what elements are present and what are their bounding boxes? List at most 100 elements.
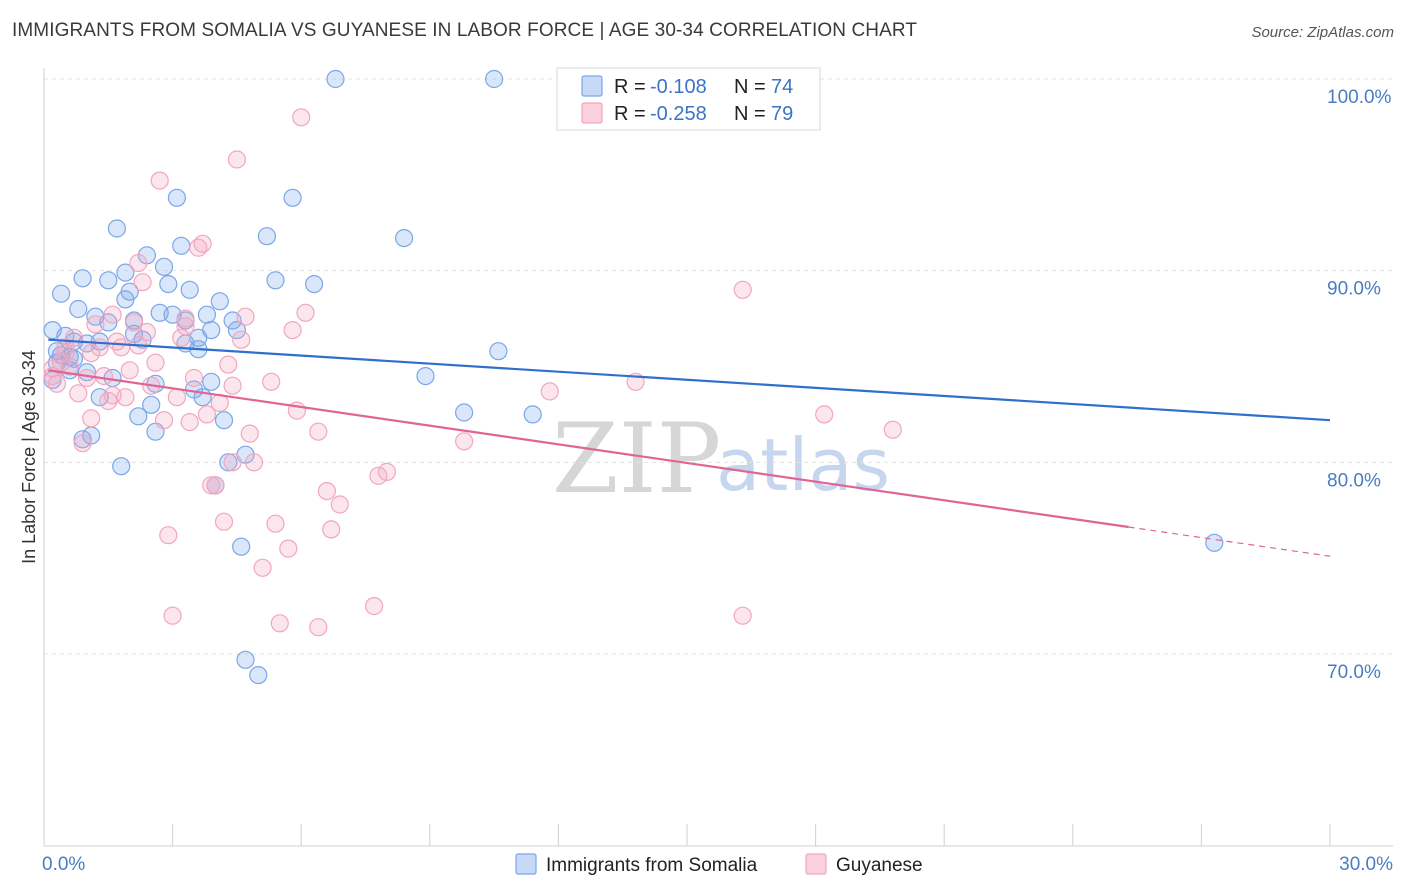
point-somalia-62 — [489, 342, 508, 361]
chart-title: IMMIGRANTS FROM SOMALIA VS GUYANESE IN L… — [12, 20, 918, 41]
point-somalia-22 — [129, 407, 148, 426]
point-guyanese-48 — [253, 558, 272, 577]
point-somalia-52 — [249, 665, 268, 685]
series-guyanese-points — [43, 108, 902, 637]
point-guyanese-24 — [146, 353, 165, 372]
point-somalia-8 — [73, 269, 92, 288]
point-guyanese-31 — [176, 309, 195, 328]
point-somalia-19 — [116, 263, 135, 282]
point-somalia-36 — [180, 280, 199, 299]
point-guyanese-57 — [309, 618, 328, 637]
point-guyanese-26 — [154, 411, 174, 430]
point-guyanese-63 — [369, 466, 388, 485]
point-somalia-42 — [202, 372, 221, 391]
point-guyanese-78 — [103, 305, 122, 324]
point-somalia-59 — [416, 367, 435, 386]
point-guyanese-40 — [214, 512, 234, 531]
y-tick-label-100: 100.0% — [1327, 87, 1392, 108]
x-tick-label-left: 0.0% — [42, 854, 85, 875]
legend-swatch-guyanese — [581, 102, 603, 124]
point-guyanese-51 — [270, 614, 289, 633]
y-tick-labels: 70.0% 80.0% 90.0% 100.0% — [1327, 87, 1392, 683]
point-guyanese-5 — [64, 328, 84, 347]
point-guyanese-11 — [90, 338, 109, 357]
point-guyanese-60 — [322, 520, 341, 539]
point-guyanese-36 — [197, 405, 216, 424]
point-somalia-71 — [116, 290, 135, 309]
point-guyanese-71 — [883, 420, 902, 439]
point-guyanese-27 — [159, 526, 178, 545]
bottom-legend-label-somalia: Immigrants from Somalia — [546, 855, 758, 876]
point-somalia-17 — [107, 219, 127, 238]
point-guyanese-32 — [180, 413, 199, 432]
trend-line-guyanese-extension — [1128, 526, 1331, 557]
point-somalia-56 — [305, 275, 324, 294]
point-guyanese-62 — [365, 596, 384, 616]
point-somalia-32 — [167, 188, 186, 207]
point-guyanese-41 — [219, 355, 238, 374]
point-guyanese-74 — [82, 409, 101, 428]
trend-line-guyanese — [48, 369, 1129, 529]
point-guyanese-69 — [733, 606, 752, 625]
point-guyanese-58 — [309, 422, 328, 441]
point-guyanese-68 — [733, 280, 752, 299]
point-somalia-40 — [197, 305, 216, 324]
point-somalia-57 — [326, 69, 345, 89]
point-guyanese-12 — [94, 367, 114, 386]
point-guyanese-10 — [86, 315, 105, 334]
point-somalia-46 — [219, 453, 238, 472]
series-legend: Immigrants from Somalia Guyanese — [515, 853, 923, 876]
point-guyanese-70 — [815, 405, 834, 424]
gridlines — [44, 78, 1393, 655]
point-guyanese-28 — [163, 606, 182, 625]
point-guyanese-45 — [236, 307, 255, 326]
point-guyanese-8 — [77, 368, 97, 388]
point-guyanese-76 — [176, 317, 195, 336]
point-guyanese-35 — [193, 234, 212, 253]
point-somalia-41 — [202, 321, 221, 340]
y-tick-label-80: 80.0% — [1327, 470, 1381, 491]
point-guyanese-77 — [223, 453, 242, 472]
point-somalia-29 — [154, 257, 174, 276]
point-guyanese-43 — [227, 150, 246, 169]
point-guyanese-55 — [292, 108, 311, 127]
point-somalia-60 — [455, 403, 474, 422]
point-somalia-18 — [112, 457, 131, 476]
trend-lines — [48, 338, 1331, 557]
point-somalia-45 — [214, 411, 234, 430]
point-guyanese-1 — [47, 374, 67, 393]
chart-source: Source: ZipAtlas.com — [1251, 24, 1394, 41]
point-guyanese-44 — [232, 330, 251, 349]
y-tick-label-70: 70.0% — [1327, 662, 1381, 683]
point-guyanese-65 — [455, 432, 474, 451]
legend-r-label-somalia: R = — [614, 76, 646, 98]
point-guyanese-20 — [129, 253, 148, 273]
point-guyanese-7 — [73, 434, 92, 453]
point-somalia-63 — [523, 405, 542, 424]
point-somalia-64 — [1205, 533, 1224, 552]
series-somalia-points — [43, 69, 1224, 685]
point-somalia-51 — [236, 650, 255, 669]
point-guyanese-46 — [240, 424, 259, 443]
point-somalia-4 — [51, 284, 71, 303]
point-guyanese-22 — [137, 322, 156, 342]
point-guyanese-72 — [43, 359, 62, 378]
legend-n-label-somalia: N = — [734, 76, 766, 98]
point-guyanese-21 — [133, 273, 152, 292]
point-guyanese-6 — [69, 384, 88, 403]
legend-r-value-somalia: -0.108 — [650, 76, 707, 98]
legend-n-value-somalia: 74 — [771, 76, 793, 98]
bottom-legend-swatch-somalia — [515, 853, 537, 875]
point-somalia-33 — [172, 236, 191, 255]
legend-r-label-guyanese: R = — [614, 103, 646, 125]
point-guyanese-16 — [112, 338, 131, 357]
point-guyanese-37 — [202, 476, 221, 495]
point-somalia-25 — [142, 395, 161, 414]
point-somalia-48 — [227, 321, 246, 340]
point-guyanese-64 — [377, 462, 396, 481]
y-tick-label-90: 90.0% — [1327, 279, 1381, 300]
point-somalia-49 — [232, 537, 251, 556]
point-somalia-53 — [257, 227, 276, 246]
y-axis-label: In Labor Force | Age 30-34 — [19, 350, 39, 564]
